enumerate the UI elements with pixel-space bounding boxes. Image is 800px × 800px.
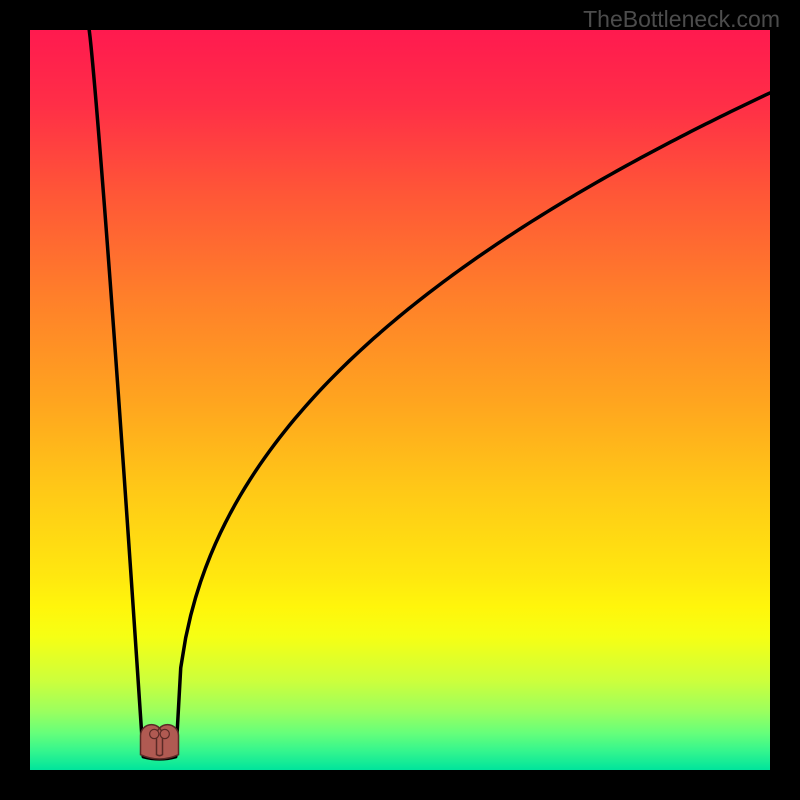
bottleneck-chart [0, 0, 800, 800]
watermark-text: TheBottleneck.com [583, 6, 780, 33]
valley-marker [141, 725, 179, 759]
valley-marker-head [150, 729, 159, 738]
valley-marker-body [141, 725, 179, 759]
chart-stage: TheBottleneck.com [0, 0, 800, 800]
valley-marker-head [160, 729, 169, 738]
plot-background [30, 30, 770, 770]
